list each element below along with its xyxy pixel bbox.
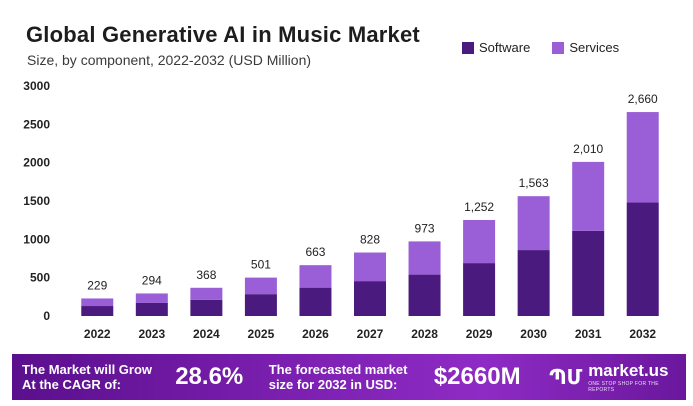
y-tick-label: 1000 [23,232,50,246]
chart-subtitle: Size, by component, 2022-2032 (USD Milli… [27,52,312,68]
forecast-label-line2: size for 2032 in USD: [268,377,398,392]
legend-label-services: Services [569,40,620,55]
cagr-label: The Market will Grow At the CAGR of: [22,362,171,392]
bar-services-2027 [354,252,386,282]
y-tick-label: 2000 [23,156,50,170]
legend-swatch-software [462,41,474,54]
bar-software-2025 [244,294,277,316]
data-label-total: 1,563 [519,176,549,190]
bar-software-2032 [626,202,659,316]
bar-services-2025 [244,277,277,295]
x-tick-label: 2025 [248,327,275,341]
y-tick-label: 500 [30,271,50,285]
y-tick-label: 2500 [23,117,50,131]
forecast-label: The forecasted market size for 2032 in U… [269,362,434,392]
bar-software-2026 [299,287,332,316]
data-label-total: 663 [305,245,325,259]
bar-software-2029 [463,263,496,316]
brand-tagline: ONE STOP SHOP FOR THE REPORTS [588,381,659,393]
brand-logo: ՊՄ market.us ONE STOP SHOP FOR THE REPOR… [549,361,686,393]
bar-services-2026 [299,265,332,288]
legend-label-software: Software [479,40,531,55]
bar-services-2031 [572,161,605,231]
x-tick-label: 2022 [84,327,111,341]
bar-chart: 0 500 1000 1500 2000 2500 3000 229 2022 294 2023 36… [23,79,659,341]
legend-item-software: Software [462,40,530,55]
x-tick-label: 2023 [138,327,165,341]
bar-services-2022 [81,298,114,307]
x-tick-label: 2027 [357,327,384,341]
x-tick-label: 2032 [629,327,656,341]
bar-services-2029 [463,220,496,264]
data-label-total: 2,010 [573,142,603,156]
bar-software-2030 [517,250,550,316]
chart-title: Global Generative AI in Music Market [26,22,420,47]
bar-services-2032 [626,112,659,203]
footer-banner: The Market will Grow At the CAGR of: 28.… [12,354,686,400]
y-tick-label: 0 [43,309,50,323]
forecast-label-line1: The forecasted market [268,362,408,377]
x-tick-label: 2029 [466,327,493,341]
y-tick-label: 1500 [23,194,50,208]
x-tick-label: 2030 [520,327,547,341]
forecast-value: $2660M [433,363,521,390]
bar-services-2030 [517,196,550,251]
bar-software-2028 [408,274,441,316]
bar-software-2023 [135,302,168,316]
bar-software-2031 [572,230,605,316]
cagr-label-line1: The Market will Grow [22,362,153,377]
x-tick-label: 2031 [575,327,602,341]
data-label-total: 501 [251,258,271,272]
bar-services-2023 [135,293,168,303]
y-tick-label: 3000 [23,79,50,93]
data-label-total: 1,252 [464,200,494,214]
x-tick-label: 2024 [193,327,220,341]
cagr-value: 28.6% [175,363,244,390]
data-label-total: 229 [87,278,107,292]
cagr-label-line2: At the CAGR of: [22,377,121,392]
legend: Software Services [462,40,619,55]
bar-software-2027 [354,281,386,316]
data-label-total: 368 [196,268,216,282]
bar-software-2022 [81,306,114,316]
bar-services-2028 [408,241,441,275]
bar-services-2024 [190,287,223,300]
legend-swatch-services [552,41,565,54]
data-label-total: 294 [142,273,162,287]
data-label-total: 2,660 [628,92,658,106]
brand-name: market.us [588,361,669,380]
x-tick-label: 2028 [411,327,438,341]
legend-item-services: Services [552,40,619,55]
data-label-total: 828 [360,233,380,247]
brand-text: market.us ONE STOP SHOP FOR THE REPORTS [588,361,686,393]
brand-mark-icon: ՊՄ [549,366,583,389]
x-tick-label: 2026 [302,327,329,341]
data-label-total: 973 [415,221,435,235]
bar-software-2024 [190,299,223,316]
